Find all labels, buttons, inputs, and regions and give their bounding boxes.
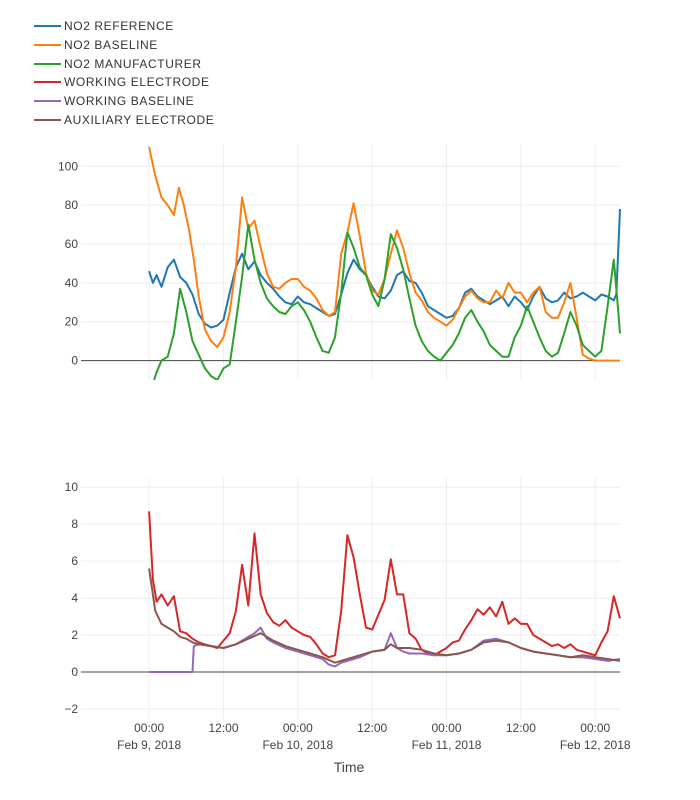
legend-swatch (34, 62, 61, 65)
y-tick-label: 80 (65, 198, 79, 212)
series-line (148, 208, 621, 329)
y-tick-label: 10 (65, 480, 79, 494)
legend-item[interactable]: WORKING ELECTRODE (34, 73, 214, 92)
y-tick-label: −2 (64, 702, 78, 716)
legend-label: WORKING BASELINE (64, 94, 195, 109)
legend-swatch (34, 81, 61, 84)
x-tick-date-label: Feb 10, 2018 (262, 738, 333, 752)
legend-swatch (34, 118, 61, 121)
x-tick-label: 12:00 (357, 721, 387, 735)
legend-item[interactable]: WORKING BASELINE (34, 92, 214, 111)
legend-label: WORKING ELECTRODE (64, 75, 210, 90)
bottom-panel: −2 0 2 4 6 8 10 00:00 Feb 9, 2018 12:00 00:00 Feb 1… (64, 478, 631, 752)
x-tick-label: 12:00 (506, 721, 536, 735)
series-line (148, 146, 620, 362)
x-tick-date-label: Feb 11, 2018 (412, 738, 482, 752)
legend-item[interactable]: NO2 MANUFACTURER (34, 54, 214, 73)
legend-label: NO2 MANUFACTURER (64, 56, 202, 71)
legend-item[interactable]: AUXILIARY ELECTRODE (34, 110, 214, 129)
y-tick-label: 0 (71, 665, 78, 679)
y-tick-label: 20 (65, 315, 79, 329)
legend-swatch (34, 44, 61, 47)
x-tick-date-label: Feb 9, 2018 (117, 738, 181, 752)
x-tick-label: 00:00 (580, 721, 610, 735)
x-tick-label: 12:00 (208, 721, 238, 735)
legend-item[interactable]: NO2 BASELINE (34, 36, 214, 55)
legend-swatch (34, 25, 61, 28)
series-line (153, 223, 621, 380)
x-tick-date-label: Feb 12, 2018 (560, 738, 631, 752)
legend: NO2 REFERENCE NO2 BASELINE NO2 MANUFACTURE… (34, 17, 214, 129)
y-tick-label: 8 (71, 517, 78, 531)
y-tick-label: 100 (58, 159, 78, 173)
legend-label: AUXILIARY ELECTRODE (64, 112, 215, 127)
legend-label: NO2 REFERENCE (64, 19, 174, 34)
series-line (148, 568, 621, 664)
x-tick-label: 00:00 (432, 721, 462, 735)
y-tick-label: 2 (71, 628, 78, 642)
y-tick-label: 60 (65, 237, 79, 251)
legend-item[interactable]: NO2 REFERENCE (34, 17, 214, 36)
y-tick-label: 4 (71, 591, 78, 605)
y-tick-label: 0 (71, 354, 78, 368)
top-panel: 0 20 40 60 80 100 (58, 143, 621, 380)
y-tick-label: 6 (71, 554, 78, 568)
series-line (148, 511, 621, 659)
x-axis-title: Time (334, 759, 365, 775)
legend-label: NO2 BASELINE (64, 38, 158, 53)
y-tick-label: 40 (65, 276, 79, 290)
legend-swatch (34, 100, 61, 103)
x-tick-label: 00:00 (283, 721, 313, 735)
x-tick-label: 00:00 (134, 721, 164, 735)
